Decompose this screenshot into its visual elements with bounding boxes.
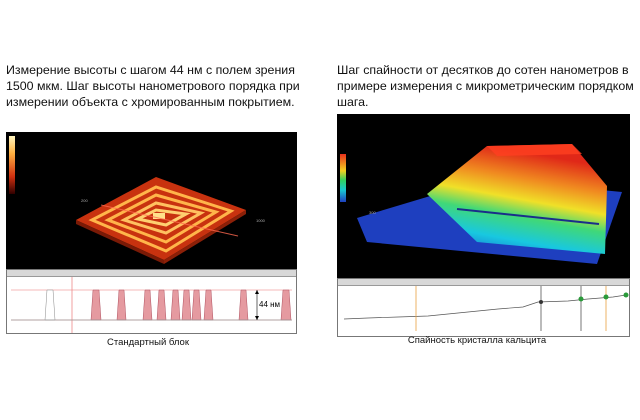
left-profile-plot: 44 нм — [6, 269, 297, 334]
right-panel: Шаг спайности от десятков до сотен наном… — [337, 62, 637, 346]
right-profile-plot — [337, 278, 630, 337]
right-caption: Спайность кристалла кальцита — [407, 335, 547, 346]
svg-text:1000: 1000 — [256, 218, 266, 223]
step-height-label: 44 нм — [259, 300, 281, 309]
standard-block-3d-image: 200 1000 — [6, 132, 297, 272]
left-caption: Стандартный блок — [106, 337, 189, 348]
calcite-3d-image: 300 — [337, 114, 630, 278]
svg-text:200: 200 — [81, 198, 88, 203]
profile-ruler — [7, 270, 296, 277]
left-description: Измерение высоты с шагом 44 нм с полем з… — [6, 63, 300, 109]
profile-ruler-right — [338, 279, 629, 286]
right-description: Шаг спайности от десятков до сотен наном… — [337, 63, 634, 109]
left-panel: Измерение высоты с шагом 44 нм с полем з… — [6, 62, 306, 348]
svg-text:300: 300 — [369, 210, 376, 215]
